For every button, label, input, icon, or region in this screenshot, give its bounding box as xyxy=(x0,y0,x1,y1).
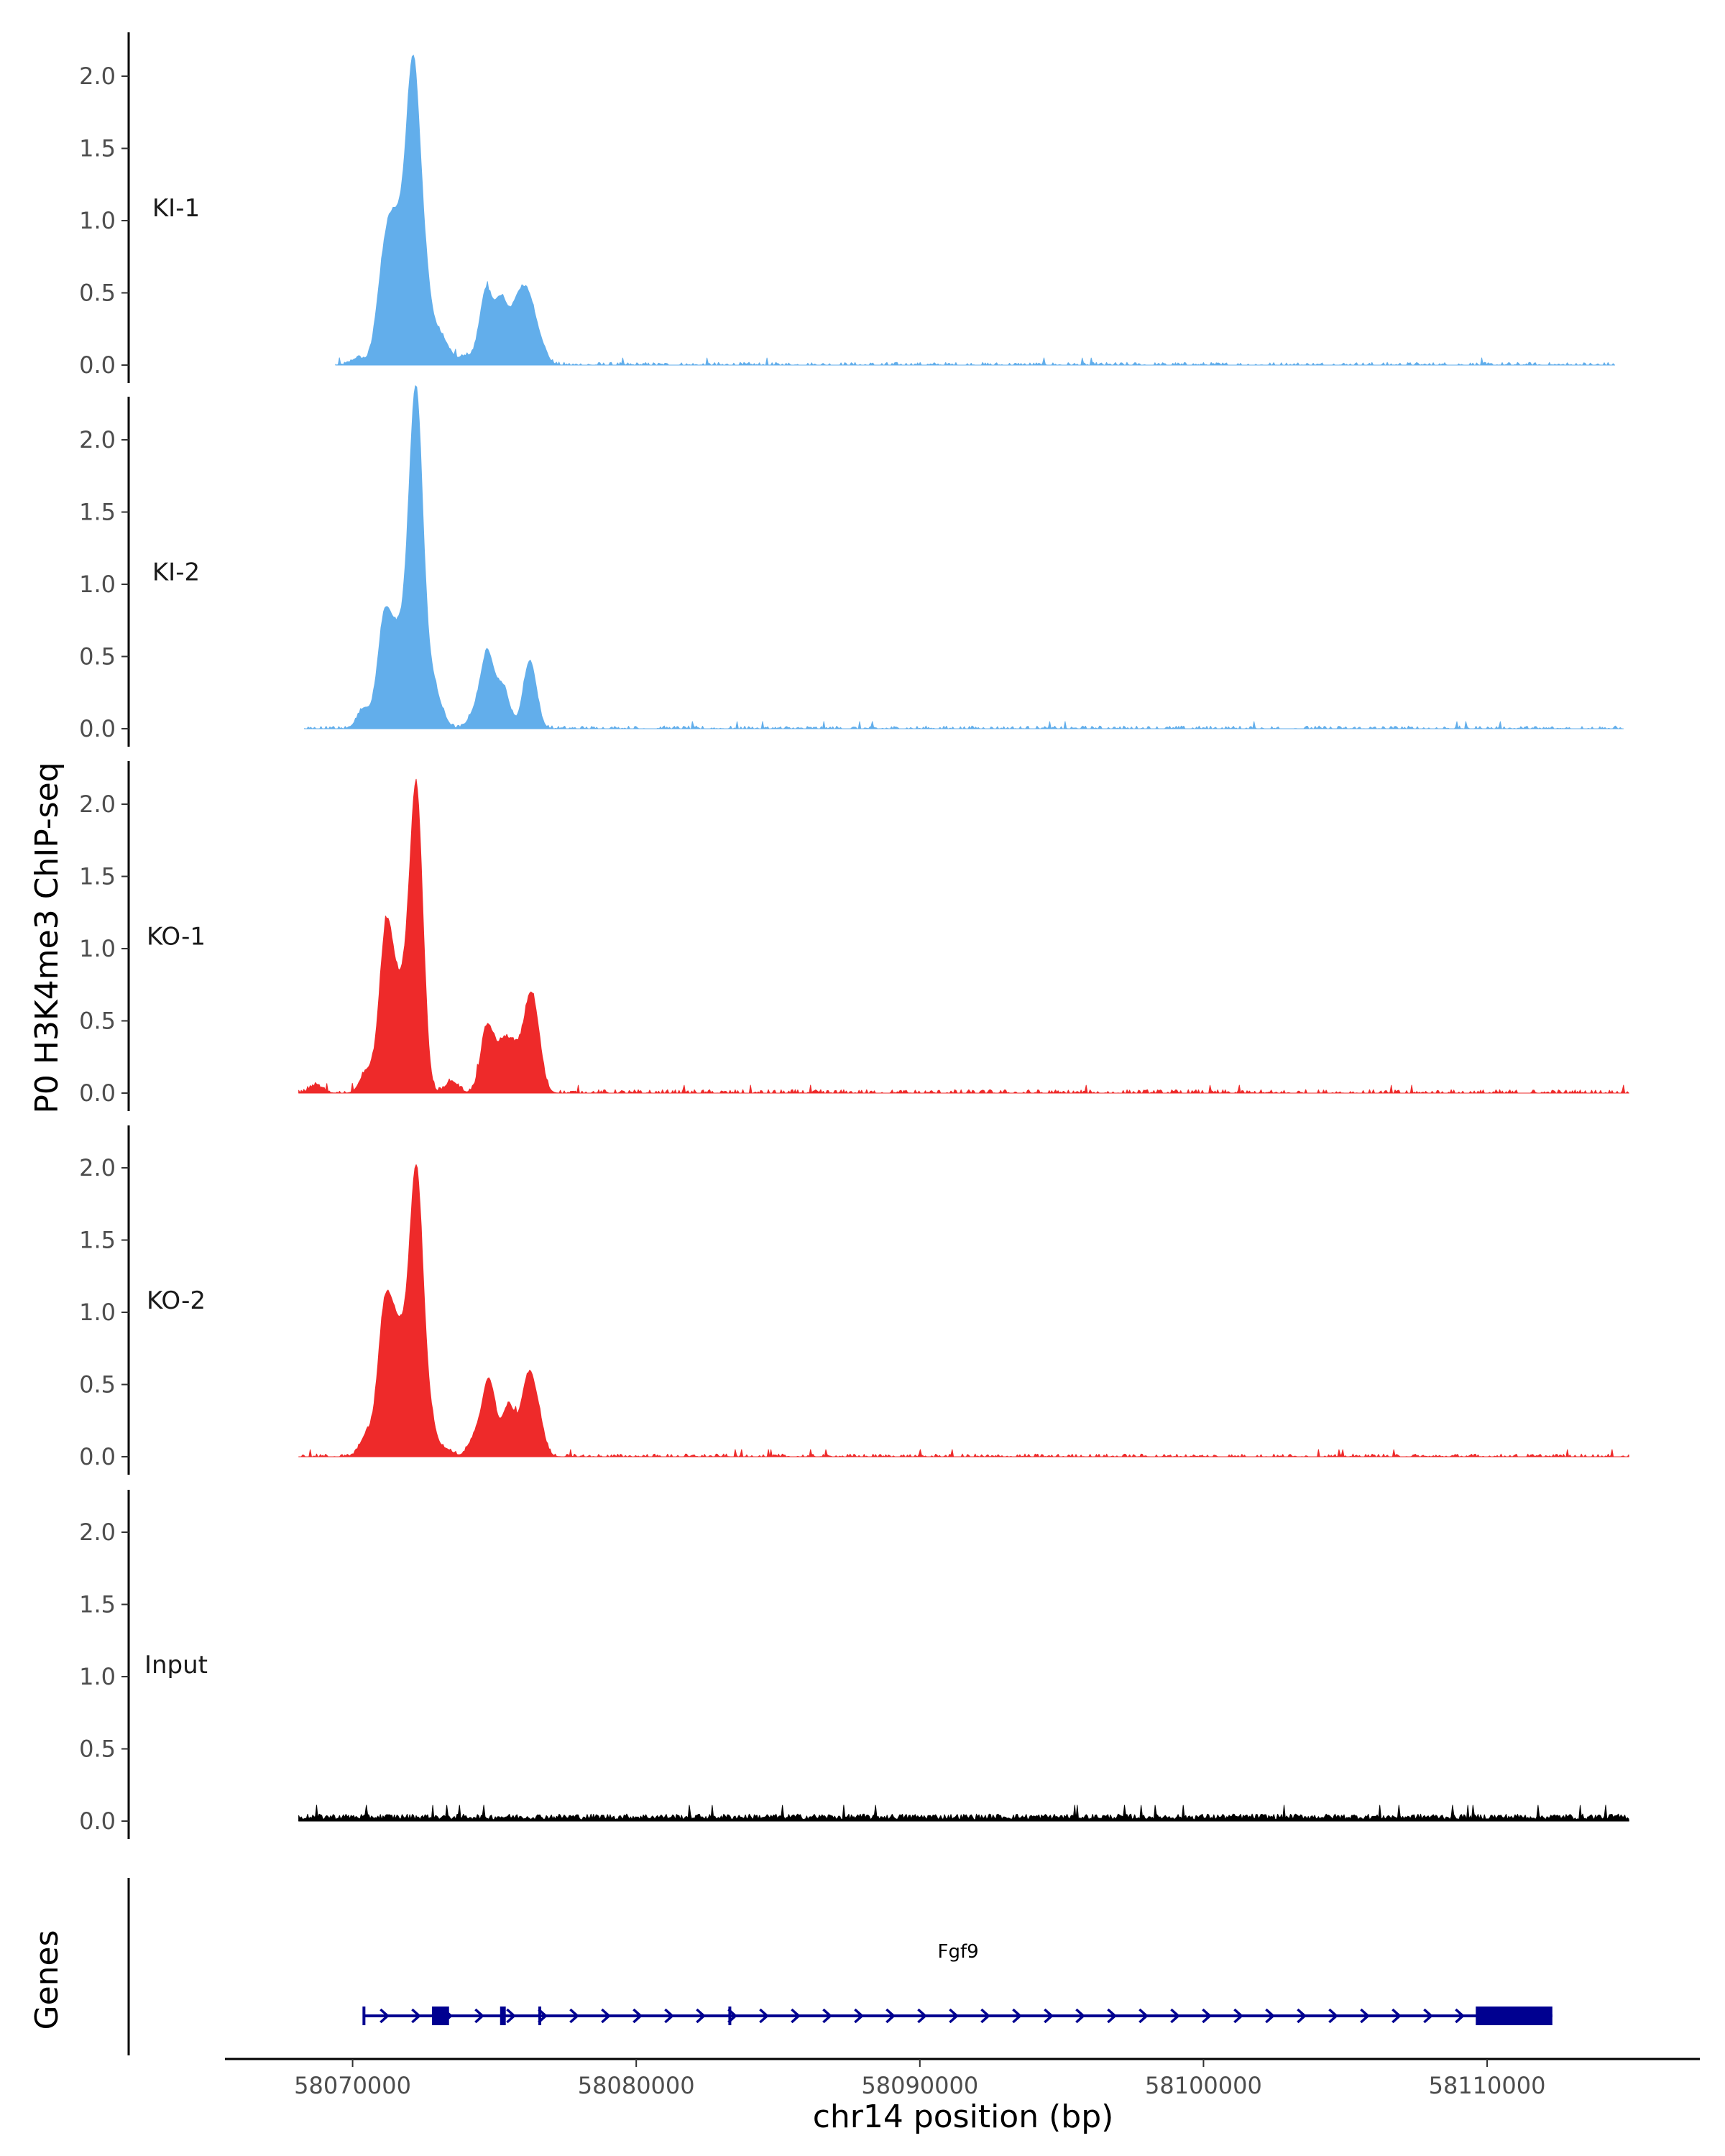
x-axis: 58070000 58080000 58090000 58100000 58110000 xyxy=(225,2058,1700,2099)
x-tick-label: 58080000 xyxy=(578,2072,695,2099)
strand-arrow xyxy=(696,2008,706,2024)
track-label: KI-1 xyxy=(152,194,200,223)
y-tick-label: 2.0 xyxy=(79,1154,116,1181)
track-input: 0.0 0.5 1.0 1.5 2.0 Input xyxy=(79,1490,1629,1839)
y-axis-title: P0 H3K4me3 ChIP-seq xyxy=(29,762,65,1113)
track-ko-2: 0.0 0.5 1.0 1.5 2.0 KO-2 xyxy=(79,1125,1629,1475)
y-tick-label: 1.5 xyxy=(79,135,116,162)
exon xyxy=(432,2007,449,2025)
y-tick-label: 2.0 xyxy=(79,791,116,818)
coverage-area-ko-1 xyxy=(298,778,1629,1094)
strand-arrow xyxy=(474,2008,484,2024)
y-tick-label: 0.5 xyxy=(79,280,116,307)
y-tick-label: 1.5 xyxy=(79,863,116,890)
x-tick-label: 58100000 xyxy=(1145,2072,1262,2099)
strand-arrow xyxy=(759,2008,769,2024)
strand-arrow xyxy=(1012,2008,1022,2024)
y-tick-label: 1.0 xyxy=(79,571,116,598)
y-tick-label: 2.0 xyxy=(79,426,116,453)
coverage-area-ki-1 xyxy=(335,55,1616,366)
track-label: KO-1 xyxy=(147,923,206,952)
y-tick-label: 0.5 xyxy=(79,1371,116,1399)
track-ki-2: 0.0 0.5 1.0 1.5 2.0 KI-2 xyxy=(79,385,1624,747)
y-tick-label: 2.0 xyxy=(79,1519,116,1546)
exon xyxy=(1476,2007,1552,2025)
y-tick-label: 0.0 xyxy=(79,351,116,379)
y-tick-label: 0.0 xyxy=(79,715,116,742)
y-tick-label: 0.0 xyxy=(79,1807,116,1835)
strand-arrow xyxy=(506,2008,516,2024)
strand-arrow xyxy=(1328,2008,1338,2024)
x-tick-label: 58110000 xyxy=(1429,2072,1546,2099)
strand-arrow xyxy=(791,2008,801,2024)
strand-arrow xyxy=(1360,2008,1370,2024)
strand-arrow xyxy=(949,2008,959,2024)
track-label: Input xyxy=(144,1651,208,1680)
coverage-tracks: 0.00.51.01.52.0KI-10.00.51.01.52.0KI-20.… xyxy=(79,32,1629,1839)
strand-arrow xyxy=(569,2008,579,2024)
y-tick-label: 0.0 xyxy=(79,1079,116,1107)
strand-arrow xyxy=(822,2008,832,2024)
strand-arrow xyxy=(1392,2008,1402,2024)
strand-arrow xyxy=(1202,2008,1212,2024)
y-tick-label: 0.5 xyxy=(79,643,116,671)
strand-arrow xyxy=(380,2008,390,2024)
y-tick-label: 0.5 xyxy=(79,1736,116,1763)
gene-annotation-panel: Fgf9 xyxy=(127,1878,1552,2055)
y-tick-label: 2.0 xyxy=(79,63,116,90)
y-tick-label: 1.0 xyxy=(79,935,116,962)
coverage-area-ko-2 xyxy=(298,1164,1629,1457)
y-tick-label: 1.0 xyxy=(79,1663,116,1690)
strand-arrow xyxy=(854,2008,864,2024)
gene-name: Fgf9 xyxy=(938,1941,979,1963)
y-tick-label: 0.0 xyxy=(79,1443,116,1470)
x-tick-label: 58090000 xyxy=(861,2072,978,2099)
strand-arrow xyxy=(1107,2008,1117,2024)
strand-arrow xyxy=(1455,2008,1465,2024)
x-tick-label: 58070000 xyxy=(294,2072,411,2099)
strand-arrow xyxy=(632,2008,643,2024)
y-tick-label: 1.0 xyxy=(79,207,116,234)
genes-panel-title: Genes xyxy=(29,1930,65,2030)
exon xyxy=(500,2007,506,2025)
y-tick-label: 1.0 xyxy=(79,1299,116,1326)
track-ko-1: 0.0 0.5 1.0 1.5 2.0 KO-1 xyxy=(79,761,1629,1111)
y-tick-label: 1.5 xyxy=(79,1591,116,1618)
y-tick-label: 1.5 xyxy=(79,1227,116,1254)
x-axis-title: chr14 position (bp) xyxy=(813,2099,1114,2135)
coverage-area-input xyxy=(298,1805,1629,1822)
strand-arrow xyxy=(1233,2008,1243,2024)
track-label: KO-2 xyxy=(147,1286,206,1315)
strand-arrow xyxy=(1265,2008,1275,2024)
coverage-area-ki-2 xyxy=(304,385,1624,729)
strand-arrow xyxy=(917,2008,927,2024)
strand-arrow xyxy=(1138,2008,1149,2024)
track-label: KI-2 xyxy=(152,558,200,587)
y-tick-label: 0.5 xyxy=(79,1008,116,1035)
gene-fgf9: Fgf9 xyxy=(362,1941,1552,2025)
strand-arrow xyxy=(1075,2008,1085,2024)
strand-arrow xyxy=(886,2008,896,2024)
strand-arrow xyxy=(980,2008,990,2024)
strand-arrow xyxy=(1044,2008,1054,2024)
track-ki-1: 0.0 0.5 1.0 1.5 2.0 KI-1 xyxy=(79,32,1616,383)
strand-arrow xyxy=(1170,2008,1180,2024)
strand-arrow xyxy=(1297,2008,1307,2024)
y-tick-label: 1.5 xyxy=(79,499,116,526)
strand-arrow xyxy=(601,2008,611,2024)
strand-arrow xyxy=(1423,2008,1433,2024)
strand-arrow xyxy=(664,2008,674,2024)
strand-arrow xyxy=(411,2008,421,2024)
